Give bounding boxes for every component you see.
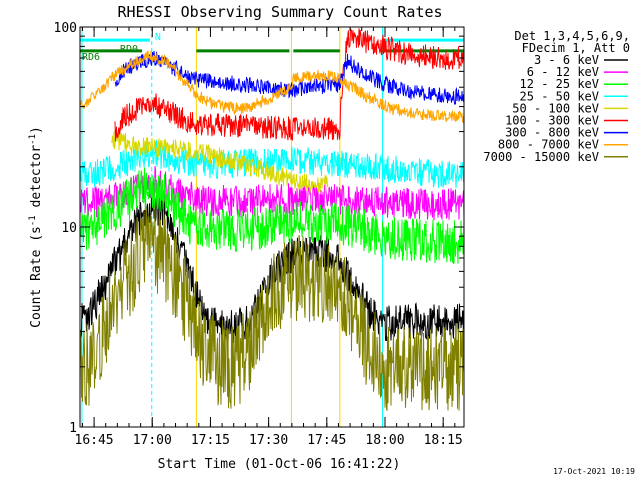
y-tick-label: 100	[54, 21, 77, 36]
state-label: N	[155, 32, 161, 43]
y-axis-label: Count Rate (s-1 detector-1)	[28, 126, 44, 328]
series-line	[79, 139, 465, 189]
series-line	[80, 50, 465, 124]
x-tick-label: 18:00	[365, 433, 404, 448]
legend: Det 1,3,4,5,6,9, FDecim 1, Att 0 3 - 6 k…	[483, 29, 630, 164]
legend-entry-label: 300 - 800 keV	[505, 126, 599, 140]
legend-entry-label: 12 - 25 keV	[520, 77, 599, 91]
legend-entry-label: 6 - 12 keV	[527, 65, 599, 79]
x-tick-label: 16:45	[75, 433, 114, 448]
legend-entry-label: 3 - 6 keV	[534, 53, 599, 67]
legend-entry-label: 7000 - 15000 keV	[483, 150, 599, 164]
legend-entry-label: 800 - 7000 keV	[498, 138, 599, 152]
y-label-sup-1: -1	[28, 215, 38, 226]
y-label-sup-2: -1	[28, 134, 38, 145]
series-line	[79, 204, 465, 411]
legend-header-decimation: FDecim 1, Att 0	[522, 41, 630, 55]
x-tick-label: 17:15	[191, 433, 230, 448]
series-line	[114, 27, 465, 142]
y-tick-label: 10	[61, 221, 77, 236]
y-label-part-1: Count Rate (s	[29, 226, 44, 328]
generation-timestamp: 17-Oct-2021 10:19	[553, 467, 635, 476]
chart-title: RHESSI Observing Summary Count Rates	[117, 3, 442, 21]
y-tick-label: 1	[69, 421, 77, 436]
state-label: RD0	[120, 44, 138, 55]
x-tick-label: 18:15	[424, 433, 463, 448]
x-tick-label: 17:00	[133, 433, 172, 448]
legend-entry-label: 25 - 50 keV	[520, 89, 599, 103]
series-line	[111, 130, 329, 194]
legend-entry-label: 100 - 300 keV	[505, 114, 599, 128]
series-line	[79, 167, 465, 265]
y-label-part-3: )	[29, 126, 44, 134]
legend-entry-label: 50 - 100 keV	[512, 101, 599, 115]
x-tick-label: 17:30	[249, 433, 288, 448]
series-layer	[79, 27, 465, 411]
legend-header-detectors: Det 1,3,4,5,6,9,	[514, 29, 630, 43]
x-tick-label: 17:45	[307, 433, 346, 448]
state-label: RD6	[82, 52, 100, 63]
y-label-part-2: detector	[29, 145, 44, 216]
x-axis-label: Start Time (01-Oct-06 16:41:22)	[158, 457, 401, 472]
axes-layer: 1 10 100 16:45 17:00 17:15 17:30 17:45 18:00 18:1…	[54, 21, 464, 448]
series-line	[114, 51, 465, 105]
